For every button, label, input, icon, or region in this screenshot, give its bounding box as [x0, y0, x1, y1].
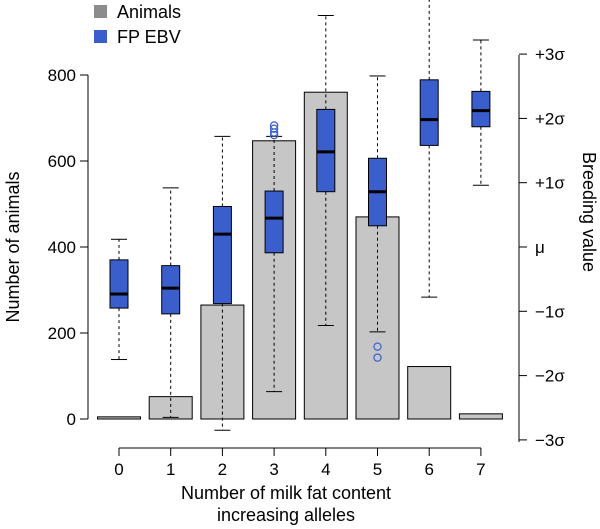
- box-iqr: [264, 190, 284, 254]
- boxplot-2: [212, 135, 232, 431]
- box-iqr: [419, 79, 439, 146]
- left-tick-label: 800: [48, 66, 76, 85]
- outlier-point: [269, 130, 279, 140]
- left-tick-label: 600: [48, 152, 76, 171]
- left-tick-label: 0: [67, 410, 76, 429]
- outlier-point: [373, 353, 382, 362]
- boxplots-layer: [109, 0, 491, 431]
- bar-animals-7: [458, 413, 503, 420]
- x-tick-label: 4: [321, 460, 330, 479]
- x-axis: 0 1 2 3 4 5 6 7: [114, 447, 486, 479]
- box-iqr: [212, 205, 232, 305]
- bars-layer: [97, 91, 503, 420]
- outlier-point: [269, 124, 279, 133]
- x-tick-label: 2: [218, 460, 227, 479]
- right-tick-label: +2σ: [535, 109, 565, 128]
- x-tick-label: 1: [166, 460, 175, 479]
- right-tick-label: +1σ: [535, 174, 565, 193]
- boxplot-5: [368, 75, 387, 362]
- right-tick-label: −3σ: [535, 431, 565, 450]
- x-axis-label-line1: Number of milk fat content: [181, 483, 391, 503]
- x-tick-label: 7: [476, 460, 485, 479]
- left-tick-label: 200: [48, 324, 76, 343]
- outlier-point: [269, 128, 279, 137]
- x-axis-label-line2: increasing alleles: [217, 505, 355, 525]
- x-tick-label: 0: [114, 460, 123, 479]
- boxplot-6: [419, 0, 439, 298]
- y-axis-label-right: Breeding value: [579, 152, 599, 272]
- right-tick-label: −1σ: [535, 302, 565, 321]
- bar-animals-6: [407, 366, 452, 420]
- boxplot-1: [161, 187, 181, 418]
- boxplot-0: [109, 238, 129, 361]
- x-tick-label: 6: [424, 460, 433, 479]
- boxplot-4: [316, 15, 336, 326]
- right-tick-label: −2σ: [535, 367, 565, 386]
- boxplot-3: [264, 121, 284, 393]
- bar-animals-0: [97, 416, 141, 420]
- y-axis-label-left: Number of animals: [3, 171, 23, 322]
- left-tick-label: 400: [48, 238, 76, 257]
- left-y-axis: 0 200 400 600 800: [48, 66, 89, 429]
- legend-swatch-animals: [94, 5, 107, 18]
- legend-label-animals: Animals: [117, 2, 181, 22]
- boxplot-7: [471, 39, 491, 186]
- box-iqr: [161, 265, 181, 315]
- right-y-axis: +3σ +2σ +1σ μ −1σ −2σ −3σ: [518, 45, 565, 450]
- x-tick-label: 5: [373, 460, 382, 479]
- legend-label-fp-ebv: FP EBV: [117, 27, 181, 47]
- legend-swatch-fp-ebv: [94, 30, 107, 43]
- box-iqr: [109, 259, 129, 309]
- right-tick-label: +3σ: [535, 45, 565, 64]
- box-iqr: [471, 90, 491, 128]
- right-tick-label: μ: [535, 238, 545, 257]
- bar-animals-1: [148, 396, 193, 420]
- x-tick-label: 3: [269, 460, 278, 479]
- legend: Animals FP EBV: [94, 2, 181, 47]
- outlier-point: [373, 342, 382, 351]
